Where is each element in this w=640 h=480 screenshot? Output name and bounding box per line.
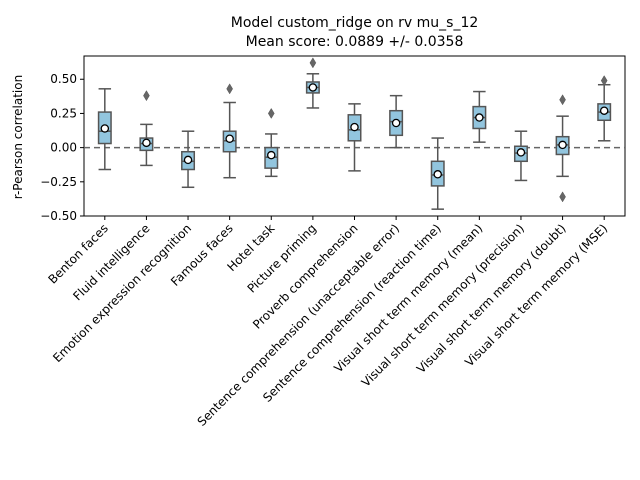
mean-marker	[308, 83, 318, 92]
box-group	[181, 130, 196, 189]
outlier-marker	[600, 75, 608, 87]
outlier-marker	[559, 94, 566, 106]
mean-marker	[599, 106, 609, 115]
box-group	[513, 130, 528, 182]
box-group	[555, 94, 570, 203]
box-group	[97, 88, 112, 171]
outlier-marker	[226, 83, 233, 95]
outlier-marker	[143, 90, 150, 102]
y-tick-label: 0.00	[50, 141, 77, 155]
box-group	[347, 103, 362, 172]
mean-marker	[100, 124, 110, 133]
y-axis-label: r-Pearson correlation	[11, 75, 25, 199]
mean-marker	[267, 150, 276, 160]
y-tick-label: 0.50	[50, 72, 77, 86]
box-group	[139, 90, 154, 167]
outlier-marker	[309, 57, 317, 69]
box-group	[389, 94, 404, 149]
box-group	[472, 90, 487, 143]
box-group	[222, 83, 237, 179]
mean-marker	[391, 118, 401, 128]
x-tick-label: Fluid intelligence	[70, 221, 152, 303]
chart-title-line-2: Mean score: 0.0889 +/- 0.0358	[246, 34, 464, 50]
mean-marker	[350, 122, 359, 132]
box-group	[597, 75, 612, 142]
mean-marker	[558, 140, 567, 150]
box-group	[430, 137, 445, 210]
y-tick-label: −0.50	[40, 209, 77, 223]
x-tick-label: Visual short term memory (doubt)	[414, 221, 569, 376]
mean-marker	[225, 134, 234, 143]
mean-marker	[475, 113, 484, 122]
chart-title-line-1: Model custom_ridge on rv mu_s_12	[231, 15, 479, 31]
mean-marker	[183, 155, 193, 165]
y-tick-label: −0.25	[40, 175, 77, 189]
outlier-marker	[559, 191, 566, 203]
mean-marker	[516, 148, 526, 157]
mean-marker	[142, 138, 151, 148]
y-tick-label: 0.25	[50, 106, 77, 120]
box-group	[264, 107, 279, 178]
box-group	[305, 57, 320, 109]
mean-marker	[433, 170, 442, 179]
outlier-marker	[267, 107, 275, 119]
x-tick-label: Visual short term memory (mean)	[331, 221, 485, 375]
